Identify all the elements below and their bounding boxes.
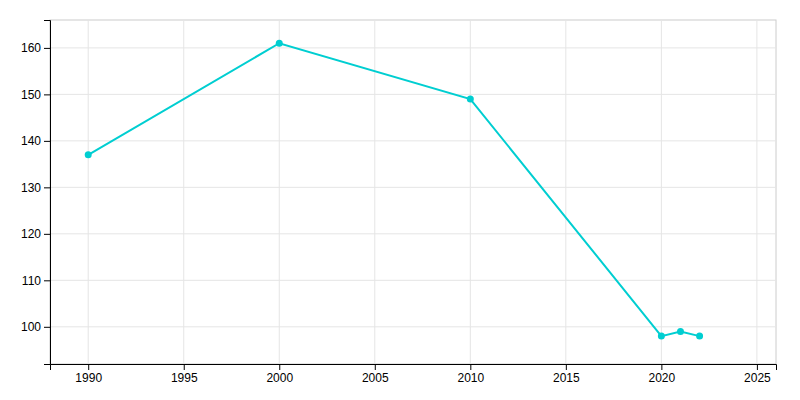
y-grid-line [50, 140, 776, 141]
x-tick-mark [375, 364, 376, 370]
y-tick: 140 [21, 134, 50, 148]
plot-frame [50, 20, 776, 364]
grid [50, 20, 776, 364]
x-tick: 2010 [457, 364, 484, 385]
chart: 1990 1995 2000 2005 2010 2015 2020 2025 100 110 12… [0, 0, 800, 400]
y-tick: 130 [21, 181, 50, 195]
y-tick-label: 100 [21, 320, 41, 334]
point [696, 333, 703, 340]
y-tick-label: 140 [21, 134, 41, 148]
y-tick-mark [44, 48, 50, 49]
y-tick: 110 [22, 274, 50, 288]
x-tick-mark [566, 364, 567, 370]
y-tick-label: 160 [21, 41, 41, 55]
x-tick-mark [661, 364, 662, 370]
x-tick-label: 2015 [553, 371, 580, 385]
x-grid-line [565, 20, 566, 364]
x-tick-mark [279, 364, 280, 370]
point [677, 328, 684, 335]
x-tick-label: 2010 [457, 371, 484, 385]
x-axis-line [51, 365, 777, 371]
y-tick-label: 120 [21, 227, 41, 241]
y-tick-mark [44, 327, 50, 328]
y-tick-mark [44, 234, 50, 235]
point [85, 151, 92, 158]
y-tick-mark [44, 280, 50, 281]
marks [85, 40, 703, 340]
x-tick-label: 2005 [362, 371, 389, 385]
point [658, 333, 665, 340]
x-tick: 2005 [362, 364, 389, 385]
x-tick: 2015 [553, 364, 580, 385]
y-tick-label: 150 [21, 88, 41, 102]
x-tick: 2020 [649, 364, 676, 385]
y-grid-line [50, 326, 776, 327]
x-tick: 1990 [75, 364, 102, 385]
x-tick-label: 2025 [744, 371, 771, 385]
y-axis: 100 110 120 130 140 150 160 [21, 21, 51, 365]
x-tick-mark [184, 364, 185, 370]
y-grid-line [50, 94, 776, 95]
x-grid-line [183, 20, 184, 364]
x-tick-label: 2000 [266, 371, 293, 385]
x-axis: 1990 1995 2000 2005 2010 2015 2020 2025 [51, 364, 777, 385]
y-tick-mark [44, 187, 50, 188]
x-tick: 2025 [744, 364, 771, 385]
x-grid-line [470, 20, 471, 364]
x-tick-label: 1995 [171, 371, 198, 385]
y-grid-line [50, 187, 776, 188]
y-tick-mark [44, 94, 50, 95]
plot: 1990 1995 2000 2005 2010 2015 2020 2025 100 110 12… [21, 20, 777, 385]
y-axis-line [44, 21, 51, 365]
y-tick: 160 [21, 41, 50, 55]
line [88, 43, 699, 336]
x-grid-line [88, 20, 89, 364]
x-grid-line [661, 20, 662, 364]
x-tick-label: 1990 [75, 371, 102, 385]
x-tick: 1995 [171, 364, 198, 385]
y-tick: 150 [21, 88, 50, 102]
y-tick-mark [44, 141, 50, 142]
x-tick-mark [88, 364, 89, 370]
y-tick-label: 130 [21, 181, 41, 195]
y-tick: 100 [21, 320, 50, 334]
point [276, 40, 283, 47]
y-grid-line [50, 280, 776, 281]
y-tick-label: 110 [22, 274, 41, 288]
x-tick-mark [757, 364, 758, 370]
y-grid-line [50, 233, 776, 234]
x-tick: 2000 [266, 364, 293, 385]
point [467, 96, 474, 103]
x-grid-line [279, 20, 280, 364]
y-tick: 120 [21, 227, 50, 241]
x-tick-label: 2020 [649, 371, 676, 385]
x-tick-mark [470, 364, 471, 370]
x-grid-line [756, 20, 757, 364]
y-grid-line [50, 47, 776, 48]
